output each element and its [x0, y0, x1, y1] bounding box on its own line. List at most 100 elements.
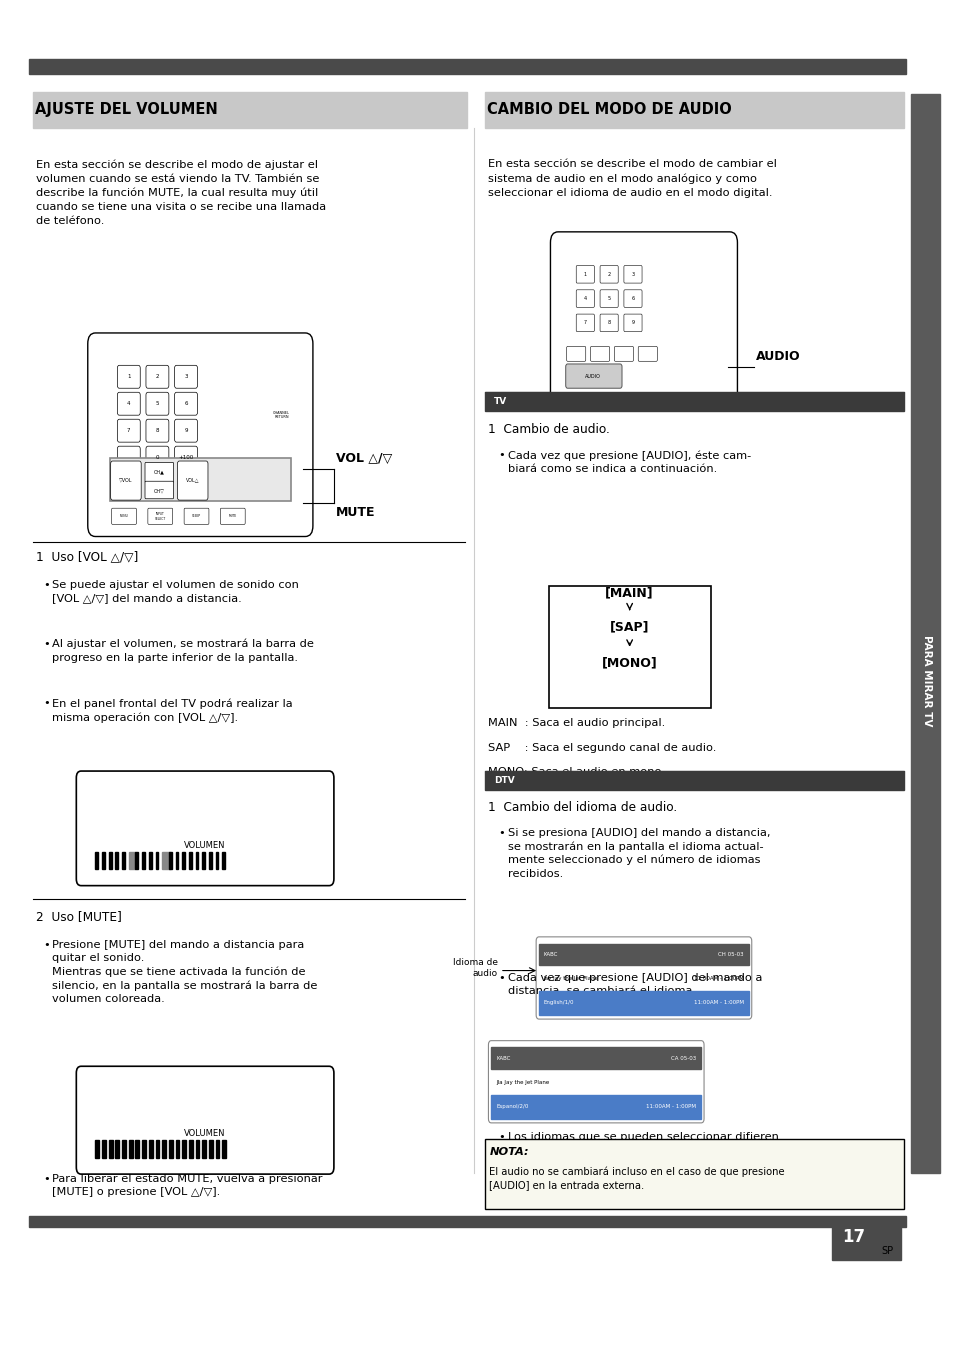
Text: En esta sección se describe el modo de cambiar el
sistema de audio en el modo an: En esta sección se describe el modo de c…: [488, 159, 777, 198]
Text: MONO: Saca el audio en mono.: MONO: Saca el audio en mono.: [488, 767, 664, 776]
Text: El audio no se cambiará incluso en el caso de que presione
[AUDIO] en la entrada: El audio no se cambiará incluso en el ca…: [489, 1166, 784, 1190]
Bar: [122, 1140, 126, 1158]
FancyBboxPatch shape: [488, 1041, 703, 1123]
FancyBboxPatch shape: [148, 508, 172, 524]
Text: ▽VOL: ▽VOL: [119, 477, 132, 483]
Text: 3: 3: [631, 272, 634, 276]
Text: 0: 0: [155, 456, 159, 460]
FancyBboxPatch shape: [174, 446, 197, 469]
FancyBboxPatch shape: [599, 266, 618, 283]
Text: TV: TV: [494, 398, 507, 406]
Bar: [538, 991, 748, 1015]
Text: 11:00AM - 1:00PM: 11:00AM - 1:00PM: [694, 1000, 743, 1006]
Bar: [169, 1140, 172, 1158]
FancyBboxPatch shape: [174, 365, 197, 388]
Text: MAIN  : Saca el audio principal.: MAIN : Saca el audio principal.: [488, 718, 665, 728]
Text: 6: 6: [631, 297, 634, 301]
Text: SAP    : Saca el segundo canal de audio.: SAP : Saca el segundo canal de audio.: [488, 743, 716, 752]
Text: 4: 4: [127, 402, 131, 406]
Bar: [195, 852, 198, 869]
Bar: [222, 852, 225, 869]
Text: AUDIO: AUDIO: [755, 349, 800, 363]
Text: [MONO]: [MONO]: [601, 656, 657, 670]
Bar: [110, 458, 291, 501]
Text: 2: 2: [607, 272, 610, 276]
Text: 9: 9: [631, 321, 634, 325]
Bar: [142, 1140, 146, 1158]
Text: Al ajustar el volumen, se mostrará la barra de
progreso en la parte inferior de : Al ajustar el volumen, se mostrará la ba…: [52, 639, 314, 663]
Bar: [202, 852, 205, 869]
Text: 9: 9: [184, 429, 188, 433]
FancyBboxPatch shape: [117, 446, 140, 469]
Bar: [162, 852, 170, 869]
Text: English/1/0: English/1/0: [543, 1000, 574, 1006]
Bar: [195, 1140, 199, 1158]
Bar: [215, 852, 218, 869]
Text: 1  Uso [VOL △/▽]: 1 Uso [VOL △/▽]: [36, 550, 138, 563]
Bar: [149, 852, 152, 869]
Bar: [102, 1140, 106, 1158]
Text: NOTA:: NOTA:: [489, 1147, 528, 1157]
Text: 11:00AM - 1:00PM: 11:00AM - 1:00PM: [694, 976, 743, 981]
Bar: [102, 852, 105, 869]
Bar: [484, 771, 903, 790]
Text: AJUSTE DEL VOLUMEN: AJUSTE DEL VOLUMEN: [35, 102, 218, 117]
Text: INPUT
SELECT: INPUT SELECT: [154, 512, 166, 520]
Text: MENU: MENU: [119, 515, 129, 518]
FancyBboxPatch shape: [174, 392, 197, 415]
Text: Para liberar el estado MUTE, vuelva a presionar
[MUTE] o presione [VOL △/▽].: Para liberar el estado MUTE, vuelva a pr…: [52, 1174, 323, 1197]
Text: Los idiomas que se pueden seleccionar difieren
dependiendo de la emisión que se : Los idiomas que se pueden seleccionar di…: [507, 1132, 778, 1157]
Bar: [162, 1140, 166, 1158]
FancyBboxPatch shape: [177, 461, 208, 500]
Bar: [484, 1139, 903, 1209]
Bar: [222, 1140, 226, 1158]
FancyBboxPatch shape: [76, 1066, 334, 1174]
Text: +100: +100: [178, 456, 193, 460]
Text: 8: 8: [607, 321, 610, 325]
FancyBboxPatch shape: [174, 419, 197, 442]
FancyBboxPatch shape: [111, 461, 141, 500]
Bar: [491, 1095, 700, 1119]
Text: CH▲: CH▲: [153, 469, 165, 474]
FancyBboxPatch shape: [550, 232, 737, 408]
Text: Jla Jay the Jet Plane: Jla Jay the Jet Plane: [496, 1080, 549, 1085]
Text: •: •: [43, 639, 50, 648]
Bar: [149, 1140, 152, 1158]
Bar: [109, 1140, 112, 1158]
Text: 11:00AM - 1:00PM: 11:00AM - 1:00PM: [646, 1104, 696, 1109]
Text: •: •: [497, 450, 504, 460]
Bar: [484, 392, 903, 411]
Text: •: •: [43, 698, 50, 708]
Text: 1: 1: [127, 375, 131, 379]
Text: KABC: KABC: [496, 1055, 510, 1061]
Bar: [33, 92, 467, 128]
Text: CA 05-03: CA 05-03: [671, 1055, 696, 1061]
FancyBboxPatch shape: [566, 346, 585, 361]
Text: •: •: [43, 580, 50, 589]
Text: 6: 6: [184, 402, 188, 406]
Bar: [831, 1217, 900, 1260]
Text: SP: SP: [881, 1246, 892, 1256]
Text: CH▽: CH▽: [153, 488, 165, 493]
Bar: [95, 852, 98, 869]
Text: •: •: [497, 1132, 504, 1142]
Bar: [910, 94, 939, 1173]
Text: CHANNEL
RETURN: CHANNEL RETURN: [273, 411, 290, 419]
Text: VOLUMEN: VOLUMEN: [184, 1130, 226, 1138]
Text: Jay Jay the Jet Plane: Jay Jay the Jet Plane: [543, 976, 598, 981]
FancyBboxPatch shape: [623, 314, 641, 332]
FancyBboxPatch shape: [599, 314, 618, 332]
Text: 8: 8: [155, 429, 159, 433]
Bar: [169, 852, 172, 869]
Bar: [215, 1140, 219, 1158]
Text: Si se presiona [AUDIO] del mando a distancia,
se mostrarán en la pantalla el idi: Si se presiona [AUDIO] del mando a dista…: [507, 828, 769, 879]
Text: SLEEP: SLEEP: [192, 515, 201, 518]
Text: CH 05-03: CH 05-03: [718, 952, 743, 957]
Text: Se puede ajustar el volumen de sonido con
[VOL △/▽] del mando a distancia.: Se puede ajustar el volumen de sonido co…: [52, 580, 299, 603]
Bar: [202, 1140, 206, 1158]
Text: 5: 5: [607, 297, 610, 301]
Text: [SAP]: [SAP]: [609, 620, 649, 634]
Bar: [491, 1047, 700, 1069]
FancyBboxPatch shape: [576, 266, 594, 283]
FancyBboxPatch shape: [145, 481, 173, 499]
